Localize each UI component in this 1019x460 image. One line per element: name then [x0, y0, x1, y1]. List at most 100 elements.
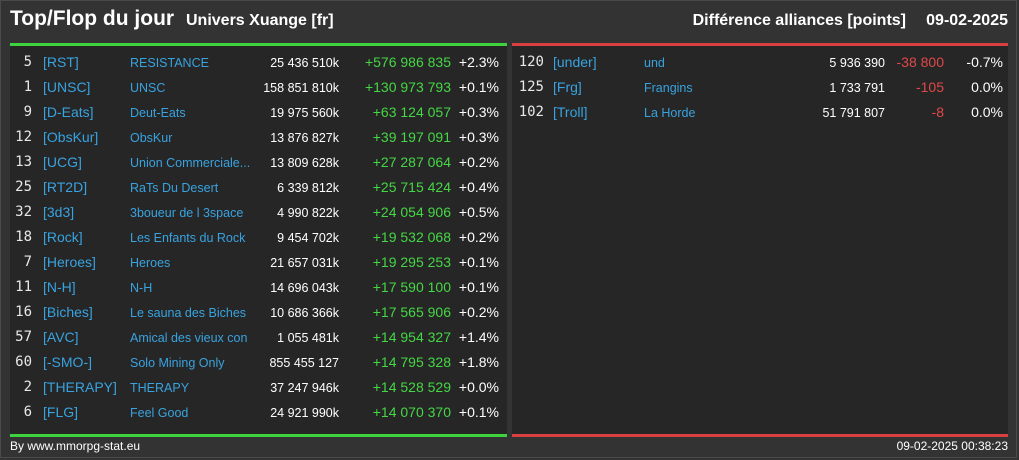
table-row: 5 [RST] RESISTANCE 25 436 510k +576 986 835 +…: [10, 50, 507, 75]
points-cell: 21 657 031k: [270, 256, 339, 270]
rank-cell: 125: [518, 79, 544, 95]
rank-cell: 102: [518, 104, 544, 120]
alliance-tag-link[interactable]: [RT2D]: [43, 179, 88, 195]
alliance-name-link[interactable]: 3boueur de l 3space: [130, 206, 244, 220]
alliance-name-link[interactable]: RESISTANCE: [130, 56, 209, 70]
alliance-tag-link[interactable]: [3d3]: [43, 204, 75, 220]
percent-cell: +0.4%: [458, 179, 499, 195]
alliance-tag-link[interactable]: [under]: [553, 54, 597, 70]
percent-cell: +0.5%: [458, 204, 499, 220]
alliance-name-link[interactable]: THERAPY: [130, 381, 190, 395]
rank-cell: 25: [15, 179, 32, 195]
percent-cell: +0.1%: [458, 404, 499, 420]
table-row: 6 [FLG] Feel Good 24 921 990k +14 070 370 +0.…: [10, 400, 507, 425]
table-row: 60 [-SMO-] Solo Mining Only 855 455 127 +14 …: [10, 350, 507, 375]
percent-cell: +0.1%: [458, 279, 499, 295]
diff-cell: +24 054 906: [372, 204, 451, 220]
rank-cell: 16: [15, 304, 32, 320]
alliance-name-link[interactable]: La Horde: [644, 106, 696, 120]
alliance-name-link[interactable]: Frangins: [644, 81, 693, 95]
alliance-tag-link[interactable]: [Rock]: [43, 229, 83, 245]
table-row: 12 [ObsKur] ObsKur 13 876 827k +39 197 091 +0…: [10, 125, 507, 150]
percent-cell: +0.3%: [458, 104, 499, 120]
alliance-name-link[interactable]: UNSC: [130, 81, 166, 95]
diff-cell: +14 528 529: [372, 379, 451, 395]
alliance-name-link[interactable]: Feel Good: [130, 406, 189, 420]
points-cell: 855 455 127: [269, 356, 339, 370]
alliance-name-link[interactable]: Union Commerciale...: [130, 156, 251, 170]
source-link[interactable]: By www.mmorpg-stat.eu: [10, 439, 141, 453]
diff-cell: +17 590 100: [372, 279, 451, 295]
diff-cell: +25 715 424: [372, 179, 451, 195]
diff-cell: -8: [931, 104, 944, 120]
table-row: 16 [Biches] Le sauna des Biches 10 686 366k…: [10, 300, 507, 325]
points-cell: 9 454 702k: [277, 231, 339, 245]
points-cell: 6 339 812k: [277, 181, 339, 195]
points-cell: 10 686 366k: [270, 306, 339, 320]
percent-cell: +0.1%: [458, 79, 499, 95]
alliance-tag-link[interactable]: [RST]: [43, 54, 79, 70]
alliance-name-link[interactable]: Le sauna des Biches: [130, 306, 247, 320]
rank-cell: 12: [15, 129, 32, 145]
alliance-tag-link[interactable]: [FLG]: [43, 404, 79, 420]
alliance-tag-link[interactable]: [N-H]: [43, 279, 76, 295]
alliance-name-link[interactable]: Heroes: [130, 256, 171, 270]
table-row: 9 [D-Eats] Deut-Eats 19 975 560k +63 124 057…: [10, 100, 507, 125]
table-row: 13 [UCG] Union Commerciale... 13 809 628k +2…: [10, 150, 507, 175]
rank-cell: 13: [15, 154, 32, 170]
table-row: 125 [Frg] Frangins 1 733 791 -105 0.0%: [512, 75, 1008, 100]
alliance-tag-link[interactable]: [AVC]: [43, 329, 79, 345]
diff-cell: +576 986 835: [364, 54, 451, 70]
alliance-name-link[interactable]: ObsKur: [130, 131, 173, 145]
flop-panel: 120 [under] und 5 936 390 -38 800 -0.7% 125 [Fr…: [512, 43, 1008, 437]
rank-cell: 57: [15, 329, 32, 345]
alliance-name-link[interactable]: RaTs Du Desert: [130, 181, 219, 195]
alliance-tag-link[interactable]: [ObsKur]: [43, 129, 99, 145]
diff-cell: +14 070 370: [372, 404, 451, 420]
rank-cell: 11: [15, 279, 32, 295]
alliance-tag-link[interactable]: [Troll]: [553, 104, 588, 120]
percent-cell: 0.0%: [971, 79, 1003, 95]
percent-cell: +0.2%: [458, 229, 499, 245]
percent-cell: +0.1%: [458, 254, 499, 270]
table-row: 2 [THERAPY] THERAPY 37 247 946k +14 528 529 +…: [10, 375, 507, 400]
rank-cell: 2: [23, 379, 32, 395]
diff-cell: +19 295 253: [372, 254, 451, 270]
diff-cell: +63 124 057: [372, 104, 451, 120]
alliance-tag-link[interactable]: [UNSC]: [43, 79, 91, 95]
percent-cell: +1.4%: [458, 329, 499, 345]
table-row: 25 [RT2D] RaTs Du Desert 6 339 812k +25 715 …: [10, 175, 507, 200]
alliance-name-link[interactable]: Deut-Eats: [130, 106, 186, 120]
points-cell: 25 436 510k: [270, 56, 339, 70]
points-cell: 158 851 810k: [263, 81, 339, 95]
timestamp: 09-02-2025 00:38:23: [896, 439, 1008, 453]
rank-cell: 6: [23, 404, 32, 420]
diff-cell: +130 973 793: [364, 79, 451, 95]
points-cell: 13 876 827k: [270, 131, 339, 145]
diff-cell: -105: [915, 79, 944, 95]
points-cell: 1 055 481k: [277, 331, 339, 345]
date-label: 09-02-2025: [926, 12, 1008, 29]
alliance-tag-link[interactable]: [D-Eats]: [43, 104, 94, 120]
rank-cell: 9: [23, 104, 32, 120]
alliance-tag-link[interactable]: [Biches]: [43, 304, 93, 320]
alliance-tag-link[interactable]: [-SMO-]: [43, 354, 92, 370]
alliance-tag-link[interactable]: [Frg]: [553, 79, 582, 95]
alliance-tag-link[interactable]: [THERAPY]: [43, 379, 117, 395]
table-row: 11 [N-H] N-H 14 696 043k +17 590 100 +0.1%: [10, 275, 507, 300]
percent-cell: +0.0%: [458, 379, 499, 395]
alliance-name-link[interactable]: Solo Mining Only: [130, 356, 225, 370]
table-row: 120 [under] und 5 936 390 -38 800 -0.7%: [512, 50, 1008, 75]
rank-cell: 32: [15, 204, 32, 220]
alliance-tag-link[interactable]: [Heroes]: [43, 254, 96, 270]
points-cell: 13 809 628k: [270, 156, 339, 170]
diff-cell: +17 565 906: [372, 304, 451, 320]
alliance-name-link[interactable]: und: [644, 56, 665, 70]
alliance-name-link[interactable]: N-H: [130, 281, 153, 295]
table-row: 7 [Heroes] Heroes 21 657 031k +19 295 253 +0.…: [10, 250, 507, 275]
alliance-tag-link[interactable]: [UCG]: [43, 154, 82, 170]
alliance-name-link[interactable]: Amical des vieux con: [130, 331, 248, 345]
table-row: 18 [Rock] Les Enfants du Rock 9 454 702k +19…: [10, 225, 507, 250]
alliance-name-link[interactable]: Les Enfants du Rock: [130, 231, 246, 245]
